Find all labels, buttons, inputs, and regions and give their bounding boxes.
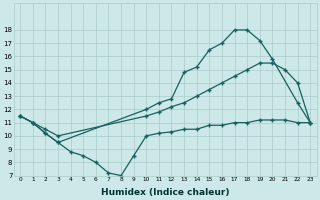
X-axis label: Humidex (Indice chaleur): Humidex (Indice chaleur) [101,188,229,197]
